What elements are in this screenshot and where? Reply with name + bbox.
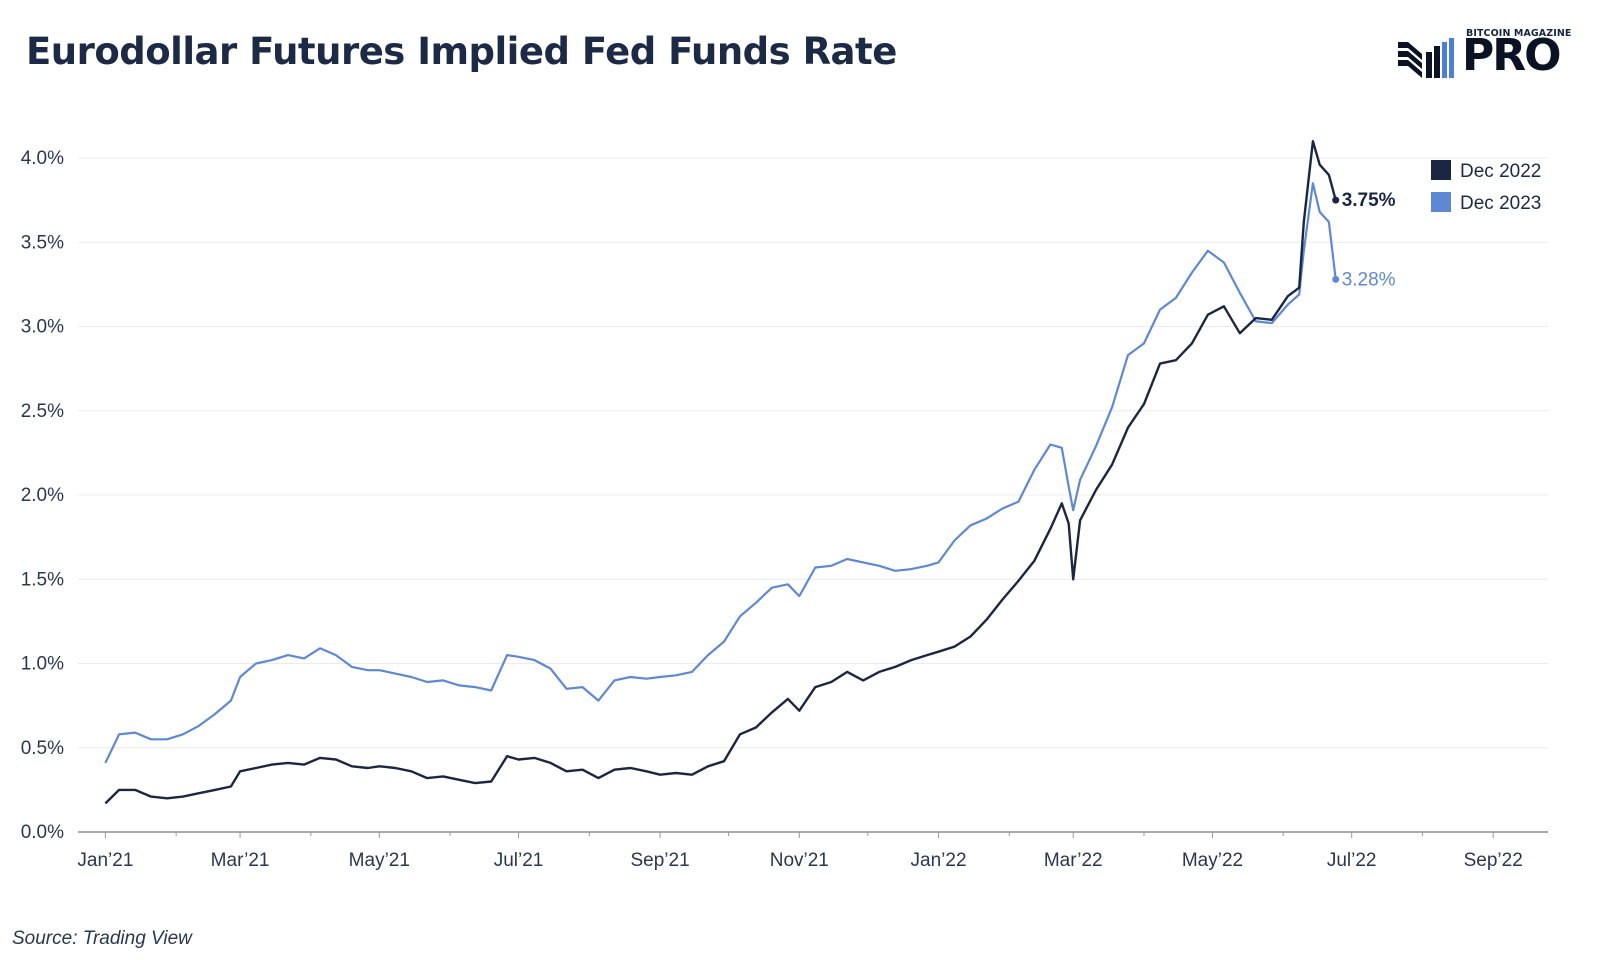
x-tick-label: Jan’22 (911, 850, 967, 871)
x-tick-label: Sep’21 (630, 850, 689, 871)
series-line-dec-2023 (104, 182, 1337, 764)
x-tick-label: Mar’21 (211, 850, 270, 871)
logo-small-text: BITCOIN MAGAZINE (1466, 28, 1572, 39)
x-tick-label: Sep’22 (1464, 850, 1523, 871)
series-end-point (1332, 275, 1340, 283)
x-tick-label: Jul’21 (494, 850, 544, 871)
series-end-label: 3.75% (1342, 190, 1396, 211)
y-tick-label: 2.0% (21, 485, 64, 506)
series-end-point (1332, 196, 1340, 204)
y-tick-label: 0.5% (21, 738, 64, 759)
legend: Dec 2022 Dec 2023 (1431, 160, 1541, 214)
y-tick-label: 1.5% (21, 569, 64, 590)
y-tick-label: 0.0% (21, 822, 64, 843)
source-note: Source: Trading View (12, 928, 192, 949)
chart-title: Eurodollar Futures Implied Fed Funds Rat… (26, 30, 897, 73)
legend-swatch (1431, 160, 1451, 180)
y-tick-label: 3.5% (21, 232, 64, 253)
x-tick-label: Jan’21 (77, 850, 133, 871)
x-tick-label: May’22 (1182, 850, 1243, 871)
y-tick-label: 1.0% (21, 654, 64, 675)
bars-logo-icon (1398, 38, 1454, 78)
x-axis: Jan’21 Mar’21 May’21 Jul’21 Sep’21 Nov’21 Jan’… (77, 831, 1548, 871)
legend-swatch (1431, 192, 1451, 212)
series-line-dec-2022 (104, 139, 1337, 805)
x-tick-label: May’21 (349, 850, 410, 871)
y-tick-label: 3.0% (21, 317, 64, 338)
y-tick-label: 2.5% (21, 401, 64, 422)
bitcoin-magazine-pro-logo: BITCOIN MAGAZINE PRO (1398, 28, 1573, 83)
legend-label: Dec 2022 (1460, 161, 1541, 182)
series-end-label: 3.28% (1342, 269, 1396, 290)
y-tick-label: 4.0% (21, 148, 64, 169)
series-lines: 3.28% 3.75% (104, 139, 1396, 805)
x-tick-label: Mar’22 (1044, 850, 1103, 871)
legend-label: Dec 2023 (1460, 193, 1541, 214)
x-tick-label: Nov’21 (770, 850, 829, 871)
logo-pro-text: PRO (1462, 30, 1562, 81)
x-tick-label: Jul’22 (1327, 850, 1377, 871)
y-axis: 0.0% 0.5% 1.0% 1.5% 2.0% 2.5% 3.0% 3.5% 4.0% (21, 148, 64, 843)
grid-lines (78, 157, 1548, 749)
